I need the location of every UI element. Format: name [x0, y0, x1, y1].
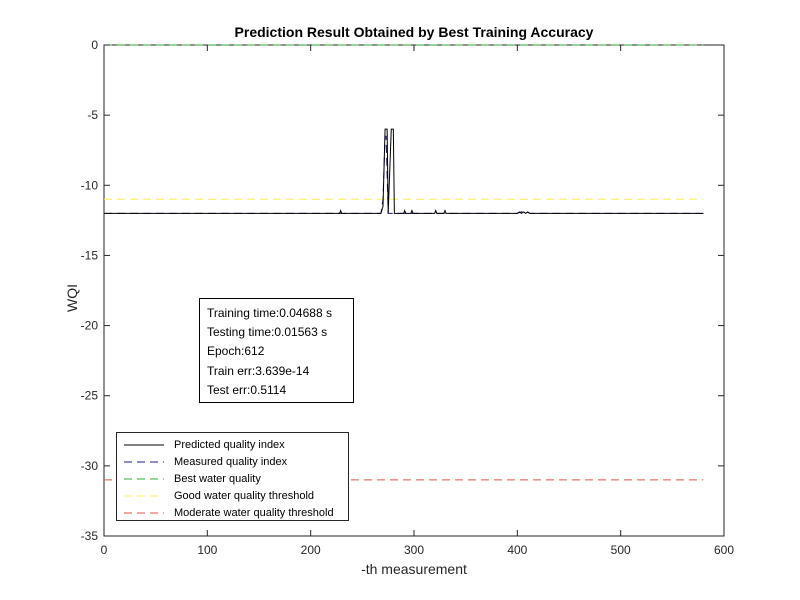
y-tick-label-3: -15: [81, 248, 99, 262]
legend-swatch-measured: [124, 461, 164, 462]
y-tick-label-4: -20: [81, 319, 99, 333]
legend-swatch-predicted: [124, 444, 164, 445]
series-line-0: [104, 128, 704, 214]
annotation-epoch: Epoch:612: [207, 344, 265, 359]
x-tick-label-2: 200: [301, 543, 321, 557]
legend-label-moderate: Moderate water quality threshold: [174, 506, 334, 519]
y-tick-label-1: -5: [87, 108, 98, 122]
legend: Predicted quality index Measured quality…: [116, 432, 349, 521]
x-tick-label-0: 0: [101, 543, 108, 557]
chart-title: Prediction Result Obtained by Best Train…: [234, 24, 594, 40]
legend-entry-predicted: Predicted quality index: [117, 436, 348, 453]
legend-entry-measured: Measured quality index: [117, 453, 348, 470]
x-tick-label-6: 600: [714, 543, 734, 557]
y-axis-label: WQI: [64, 284, 80, 312]
legend-swatch-moderate: [124, 512, 164, 513]
annotation-train-err: Train err:3.639e-14: [207, 363, 310, 378]
legend-label-predicted: Predicted quality index: [174, 438, 285, 451]
legend-label-good: Good water quality threshold: [174, 489, 315, 502]
annotation-testing-time: Testing time:0.01563 s: [207, 325, 328, 340]
legend-label-measured: Measured quality index: [174, 455, 288, 468]
annotation-box: Training time:0.04688 s Testing time:0.0…: [199, 298, 354, 403]
y-tick-label-7: -35: [81, 529, 99, 543]
legend-swatch-good: [124, 495, 164, 496]
legend-entry-best: Best water quality: [117, 470, 348, 487]
y-tick-label-6: -30: [81, 459, 99, 473]
y-tick-label-0: 0: [91, 38, 98, 52]
y-tick-label-2: -10: [81, 178, 99, 192]
x-tick-label-1: 100: [197, 543, 217, 557]
legend-entry-moderate: Moderate water quality threshold: [117, 504, 348, 521]
x-tick-label-3: 300: [404, 543, 424, 557]
legend-label-best: Best water quality: [174, 472, 261, 485]
y-tick-label-5: -25: [81, 389, 99, 403]
annotation-training-time: Training time:0.04688 s: [207, 306, 332, 320]
x-tick-label-5: 500: [611, 543, 631, 557]
annotation-test-err: Test err:0.5114: [207, 382, 287, 397]
x-axis-label: -th measurement: [361, 561, 467, 577]
legend-entry-good: Good water quality threshold: [117, 487, 348, 504]
legend-swatch-best: [124, 478, 164, 479]
x-tick-label-4: 400: [507, 543, 527, 557]
